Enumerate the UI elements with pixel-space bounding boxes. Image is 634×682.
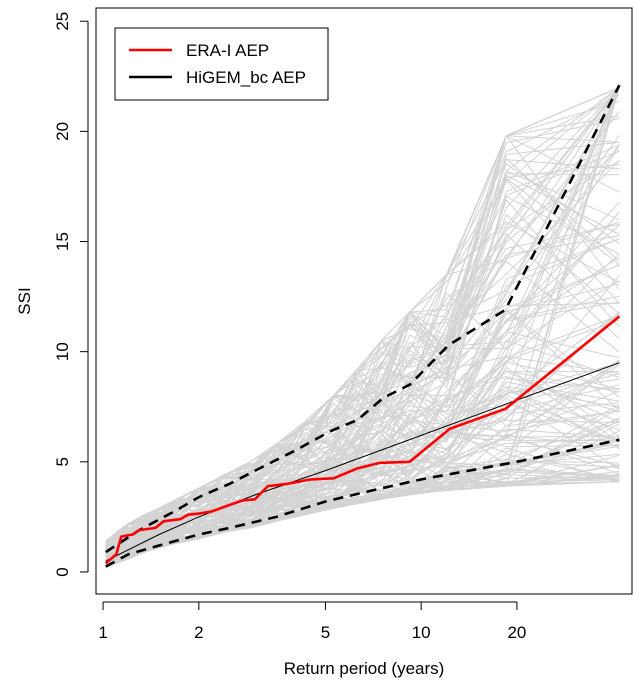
- y-tick-label: 25: [53, 12, 72, 31]
- legend: ERA-I AEP HiGEM_bc AEP: [115, 28, 328, 100]
- ensemble-line: [106, 164, 620, 548]
- x-tick-label: 1: [98, 623, 107, 642]
- legend-box: [115, 28, 328, 100]
- x-tick-label: 5: [321, 623, 330, 642]
- ensemble-line: [106, 424, 620, 566]
- x-tick-label: 10: [412, 623, 431, 642]
- y-tick-label: 15: [53, 232, 72, 251]
- legend-label-era: ERA-I AEP: [186, 41, 269, 60]
- y-tick-label: 5: [53, 457, 72, 466]
- legend-label-higem: HiGEM_bc AEP: [186, 68, 306, 87]
- y-tick-label: 10: [53, 342, 72, 361]
- y-axis-label: SSI: [15, 287, 34, 314]
- x-tick-label: 20: [507, 623, 526, 642]
- y-tick-label: 0: [53, 567, 72, 576]
- x-axis-label: Return period (years): [284, 659, 445, 678]
- y-tick-label: 20: [53, 122, 72, 141]
- x-tick-label: 2: [194, 623, 203, 642]
- ensemble-lines: [106, 87, 620, 567]
- ensemble-line: [106, 424, 620, 567]
